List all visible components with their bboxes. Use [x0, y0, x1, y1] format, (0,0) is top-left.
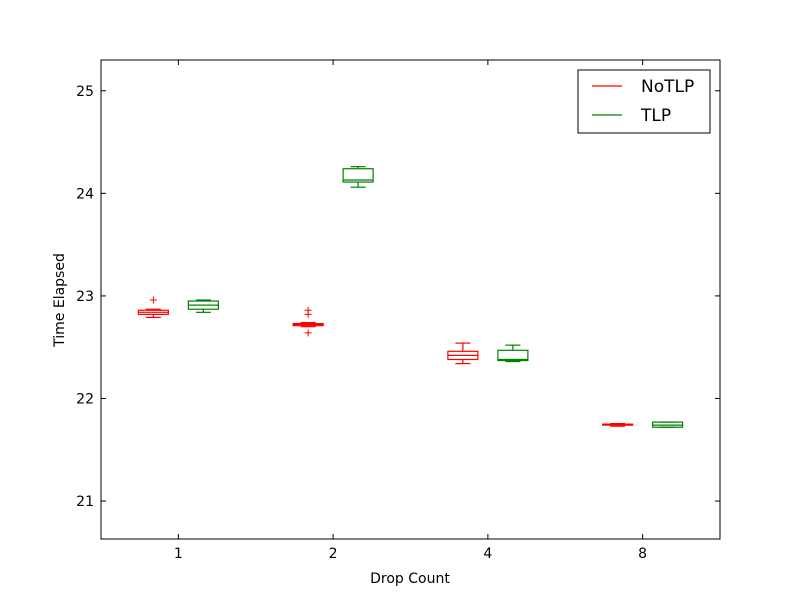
legend-label-tlp: TLP: [640, 106, 671, 126]
box-tlp-1: [187, 299, 219, 313]
box-tlp-2: [342, 166, 374, 188]
box-iqr: [497, 349, 529, 362]
legend: NoTLP TLP: [577, 69, 711, 134]
y-tick-label: 22: [76, 391, 94, 407]
box-notlp-8: [602, 423, 634, 427]
x-tick-label: 1: [174, 546, 183, 562]
plot-frame: [100, 59, 721, 540]
box-iqr: [342, 168, 374, 183]
box-notlp-2: [292, 306, 324, 337]
y-tick-label: 21: [76, 494, 94, 510]
y-tick-label: 25: [76, 84, 94, 100]
y-tick-label: 24: [76, 186, 94, 202]
y-axis-title: Time Elapsed: [52, 253, 68, 348]
legend-frame: [577, 69, 711, 134]
box-layer: [137, 166, 684, 428]
box-notlp-1: [137, 296, 169, 319]
flier-point: [304, 310, 312, 318]
legend-label-notlp: NoTLP: [641, 77, 694, 97]
flier-point: [304, 329, 312, 337]
x-axis-title: Drop Count: [370, 571, 450, 587]
x-tick-label: 2: [329, 546, 338, 562]
y-tick-label: 23: [76, 289, 94, 305]
x-tick-label: 4: [483, 546, 492, 562]
x-tick-label: 8: [638, 546, 647, 562]
box-tlp-8: [652, 421, 684, 428]
box-tlp-4: [497, 344, 529, 363]
flier-point: [149, 296, 157, 304]
box-notlp-4: [447, 342, 479, 365]
